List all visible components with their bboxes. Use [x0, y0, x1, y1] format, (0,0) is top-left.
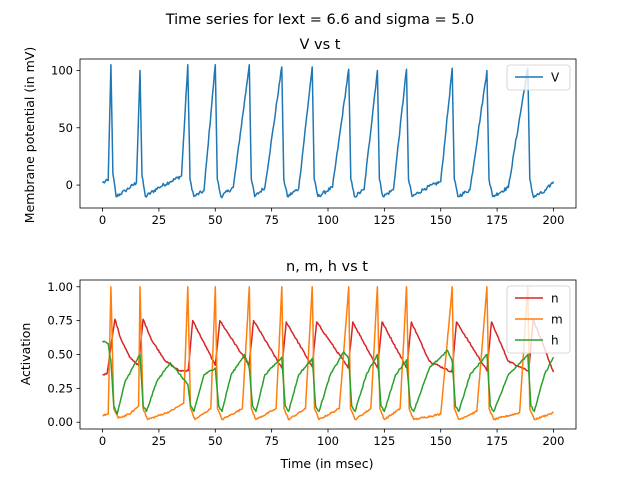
y-tick-label: 0.75 [47, 314, 73, 328]
x-tick-label: 25 [152, 434, 167, 448]
legend: nmh [506, 285, 571, 354]
legend-label-V: V [551, 71, 560, 85]
voltage-y-axis-label: Membrane potential (in mV) [22, 47, 37, 223]
legend-label-h: h [551, 334, 559, 348]
gating-x-axis-label: Time (in msec) [280, 456, 374, 471]
figure-suptitle: Time series for Iext = 6.6 and sigma = 5… [165, 12, 475, 28]
x-tick-label: 150 [430, 434, 452, 448]
x-tick-label: 50 [208, 213, 223, 227]
x-tick-label: 0 [99, 213, 106, 227]
x-tick-label: 75 [264, 434, 279, 448]
x-tick-label: 75 [264, 213, 279, 227]
gating-y-axis-label: Activation [18, 323, 33, 386]
x-tick-label: 175 [486, 434, 508, 448]
axes-frame [79, 279, 577, 430]
x-tick-label: 0 [99, 434, 106, 448]
x-tick-label: 25 [152, 213, 167, 227]
voltage-panel: V vs t 0 25 50 75 100 125 150 175 200 0 50 100 V Mem… [22, 37, 577, 227]
y-tick-label: 0.25 [47, 381, 73, 395]
x-tick-label: 200 [542, 213, 564, 227]
x-tick-label: 150 [430, 213, 452, 227]
x-tick-label: 100 [317, 213, 339, 227]
y-tick-label: 50 [58, 121, 73, 135]
x-tick-label: 200 [542, 434, 564, 448]
gating-panel: n, m, h vs t 0 25 50 75 100 125 150 175 2000.000… [18, 259, 577, 471]
voltage-plot-area: 0 25 50 75 100 125 150 175 200 0 50 100 V [51, 58, 577, 227]
y-tick-label: 0 [66, 178, 73, 192]
x-tick-label: 125 [373, 213, 395, 227]
y-tick-label: 100 [51, 63, 73, 77]
axes-frame [79, 58, 577, 209]
legend-label-n: n [551, 292, 559, 306]
gating-plot-area: 0 25 50 75 100 125 150 175 200 0.00 0.25 0.50 0.75 1.… [47, 279, 577, 448]
gating-panel-title: n, m, h vs t [286, 259, 368, 275]
y-tick-label: 1.00 [47, 280, 73, 294]
legend: V [506, 64, 571, 91]
x-tick-label: 100 [317, 434, 339, 448]
y-tick-label: 0.00 [47, 415, 73, 429]
legend-label-m: m [551, 313, 563, 327]
series-line-m [102, 286, 554, 421]
x-tick-label: 175 [486, 213, 508, 227]
x-tick-label: 125 [373, 434, 395, 448]
series-line-n [102, 318, 555, 376]
y-tick-label: 0.50 [47, 348, 73, 362]
series-line-V [101, 63, 555, 199]
x-tick-label: 50 [208, 434, 223, 448]
voltage-panel-title: V vs t [300, 37, 341, 53]
series-line-h [101, 340, 555, 415]
